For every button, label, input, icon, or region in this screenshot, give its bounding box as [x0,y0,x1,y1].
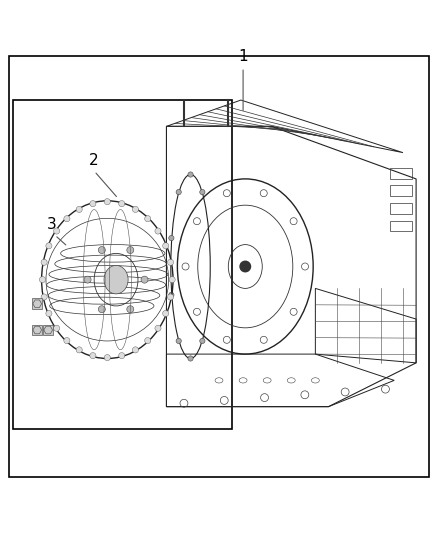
Circle shape [46,243,52,249]
Circle shape [169,236,174,241]
Circle shape [167,294,173,300]
Circle shape [104,199,110,205]
Circle shape [119,200,125,207]
Circle shape [145,216,151,222]
Circle shape [76,206,82,213]
Ellipse shape [104,265,128,294]
Polygon shape [44,326,53,334]
Circle shape [169,277,175,282]
Bar [390,203,412,214]
Circle shape [46,310,52,317]
Circle shape [98,306,105,313]
Bar [13,100,232,429]
Circle shape [90,353,96,359]
Bar [43,325,53,335]
Circle shape [53,325,60,332]
Bar [390,168,412,179]
Bar [32,298,42,309]
Circle shape [53,228,60,234]
Circle shape [84,276,91,283]
Text: 1: 1 [238,49,248,64]
Polygon shape [33,300,42,308]
Bar [390,185,412,197]
Circle shape [200,189,205,195]
Circle shape [39,277,46,282]
Circle shape [127,247,134,254]
Circle shape [141,276,148,283]
Circle shape [188,172,193,177]
Circle shape [127,306,134,313]
Circle shape [41,259,47,265]
Circle shape [188,356,193,361]
Circle shape [155,228,161,234]
Circle shape [76,347,82,353]
Circle shape [162,243,169,249]
Polygon shape [33,326,42,334]
Circle shape [240,261,251,272]
Circle shape [155,325,161,332]
Circle shape [64,337,70,344]
Circle shape [104,354,110,361]
Circle shape [176,338,181,344]
Bar [32,325,42,335]
Circle shape [145,337,151,344]
Circle shape [162,310,169,317]
Circle shape [132,347,138,353]
Circle shape [41,294,47,300]
Text: 2: 2 [89,153,99,168]
Text: 3: 3 [47,217,57,232]
Circle shape [99,247,106,254]
Circle shape [64,216,70,222]
Circle shape [119,353,125,359]
Circle shape [167,259,173,265]
Circle shape [200,338,205,344]
Circle shape [132,206,138,213]
Circle shape [169,292,174,297]
Circle shape [90,200,96,207]
Circle shape [176,189,181,195]
Bar [390,221,412,231]
